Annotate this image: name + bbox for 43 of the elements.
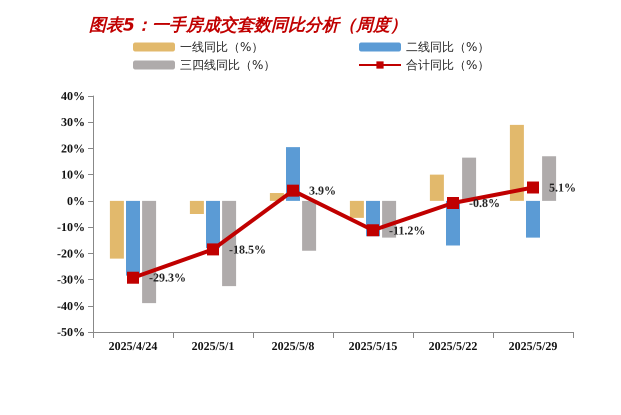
- legend-label: 一线同比（%）: [180, 40, 264, 54]
- chart-title: 图表5：一手房成交套数同比分析（周度）: [89, 16, 407, 36]
- point: [367, 224, 379, 236]
- legend-label: 二线同比（%）: [406, 40, 490, 54]
- bar: [126, 200, 140, 276]
- point: [287, 184, 299, 197]
- data-label: 5.1%: [549, 180, 576, 195]
- x-tick-label: 2025/4/24: [108, 339, 158, 353]
- data-label: -29.3%: [149, 270, 186, 285]
- point: [127, 272, 139, 284]
- legend-label: 三四线同比（%）: [180, 58, 276, 72]
- bar: [430, 174, 444, 201]
- data-label: -0.8%: [469, 196, 500, 210]
- legend-label: 合计同比（%）: [406, 58, 490, 72]
- y-tick-label: -50%: [57, 325, 85, 339]
- y-tick-label: 10%: [61, 168, 85, 182]
- point: [527, 182, 539, 194]
- y-tick-label: 0%: [67, 194, 85, 208]
- bar: [110, 200, 124, 259]
- bar: [510, 124, 524, 201]
- bar: [462, 158, 476, 201]
- y-tick-label: 40%: [61, 89, 85, 103]
- x-tick-label: 2025/5/29: [508, 339, 558, 353]
- y-tick-label: 30%: [61, 115, 85, 130]
- bar: [526, 200, 540, 238]
- y-tick-label: -10%: [57, 220, 85, 234]
- data-label: -11.2%: [389, 223, 426, 238]
- data-label: -18.5%: [229, 242, 266, 256]
- bar: [302, 200, 316, 251]
- bar: [350, 200, 364, 218]
- y-tick-label: -30%: [57, 272, 85, 287]
- point: [207, 243, 219, 256]
- x-tick-label: 2025/5/8: [272, 339, 314, 353]
- y-tick-label: 20%: [61, 141, 85, 156]
- x-tick-label: 2025/5/22: [428, 339, 478, 353]
- y-tick-label: -20%: [57, 246, 85, 260]
- bar: [190, 200, 204, 214]
- x-tick-label: 2025/5/1: [192, 339, 234, 353]
- point: [447, 196, 459, 209]
- data-label: 3.9%: [309, 184, 336, 198]
- x-tick-label: 2025/5/15: [348, 339, 398, 353]
- bar: [206, 200, 220, 248]
- y-tick-label: -40%: [57, 298, 85, 313]
